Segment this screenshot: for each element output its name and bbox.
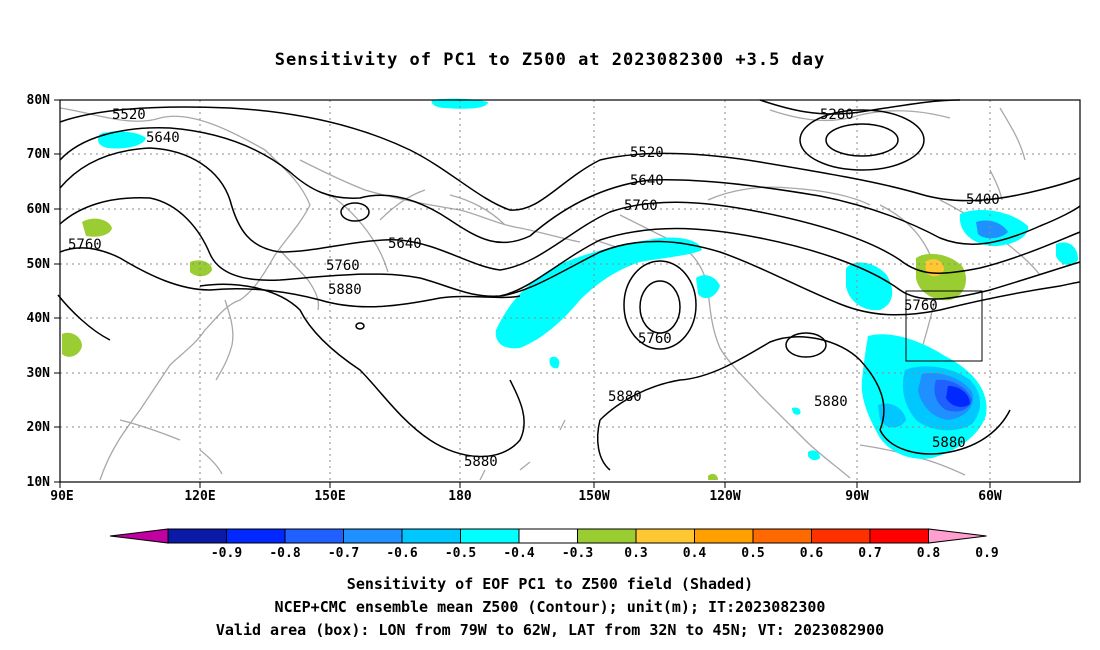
colorbar-swatch: [226, 528, 286, 544]
colorbar-swatch: [635, 528, 695, 544]
lon-label: 120W: [709, 489, 740, 504]
valid-area-box: [905, 290, 983, 362]
lat-label: 40N: [27, 311, 51, 326]
colorbar-swatch: [811, 528, 871, 544]
contour-label: 5760: [68, 237, 102, 253]
contour-label: 5640: [630, 173, 664, 189]
colorbar-swatch: [343, 528, 403, 544]
lon-label: 90E: [50, 489, 73, 504]
map-title: Sensitivity of PC1 to Z500 at 2023082300…: [274, 50, 826, 70]
caption-line-1: Sensitivity of EOF PC1 to Z500 field (Sh…: [346, 575, 754, 593]
colorbar-swatch: [284, 528, 344, 544]
contour-label: 5880: [608, 389, 642, 405]
colorbar-arrow-low: [109, 528, 169, 544]
colorbar-tick-label: 0.4: [683, 546, 707, 561]
colorbar-arrow-high: [928, 528, 987, 544]
sensitivity-shading: [62, 98, 1078, 480]
contour-label: 5520: [630, 145, 664, 161]
contour-label: 5760: [638, 331, 672, 347]
contour-label: 5520: [112, 107, 146, 123]
colorbar-tick-label: -0.8: [269, 546, 300, 561]
lon-label: 150E: [314, 489, 345, 504]
coastlines: [59, 107, 1041, 481]
caption-line-2: NCEP+CMC ensemble mean Z500 (Contour); u…: [274, 598, 826, 616]
lat-label: 60N: [27, 202, 51, 217]
colorbar-swatch: [518, 528, 578, 544]
contour-label: 5760: [326, 258, 360, 274]
colorbar-tick-label: 0.8: [917, 546, 941, 561]
tick-marks: [54, 99, 991, 488]
contour-labels: 5520 5640 5760 5760 5640 5760 5880 5520 …: [68, 107, 1000, 470]
lat-label: 80N: [27, 93, 51, 108]
colorbar-tick-label: 0.5: [741, 546, 764, 561]
lat-label: 10N: [27, 475, 51, 490]
colorbar: [109, 528, 987, 544]
contour-label: 5400: [966, 192, 1000, 208]
z500-contours: [57, 99, 1081, 471]
lon-label: 60W: [978, 489, 1002, 504]
lat-label: 70N: [27, 147, 51, 162]
colorbar-swatch: [577, 528, 637, 544]
caption-line-3: Valid area (box): LON from 79W to 62W, L…: [215, 621, 885, 639]
colorbar-tick-label: 0.6: [800, 546, 824, 561]
colorbar-swatch: [694, 528, 754, 544]
lon-label: 120E: [184, 489, 215, 504]
contour-label: 5760: [624, 198, 658, 214]
lat-label: 50N: [27, 257, 51, 272]
lon-label: 150W: [578, 489, 609, 504]
contour-label: 5640: [388, 236, 422, 252]
lat-labels: 80N 70N 60N 50N 40N 30N 20N 10N: [27, 93, 51, 490]
colorbar-tick-label: -0.7: [328, 546, 359, 561]
lat-label: 30N: [27, 366, 51, 381]
colorbar-tick-label: -0.3: [562, 546, 593, 561]
colorbar-labels: -0.9 -0.8 -0.7 -0.6 -0.5 -0.4 -0.3 0.3 0.4 0.5 0.6…: [211, 546, 999, 561]
colorbar-swatch: [869, 528, 929, 544]
lat-label: 20N: [27, 420, 51, 435]
colorbar-tick-label: -0.6: [386, 546, 417, 561]
contour-label: 5760: [904, 298, 938, 314]
contour-label: 5880: [464, 454, 498, 470]
contour-label: 5280: [820, 107, 854, 123]
colorbar-tick-label: -0.5: [445, 546, 476, 561]
colorbar-tick-label: -0.9: [211, 546, 242, 561]
lon-label: 180: [448, 489, 472, 504]
contour-label: 5640: [146, 130, 180, 146]
contour-label: 5880: [932, 435, 966, 451]
contour-label: 5880: [814, 394, 848, 410]
map-frame: [59, 99, 1081, 483]
colorbar-tick-label: 0.9: [975, 546, 998, 561]
colorbar-tick-label: -0.4: [503, 546, 534, 561]
contour-label: 5880: [328, 282, 362, 298]
colorbar-swatch: [460, 528, 520, 544]
colorbar-swatch: [752, 528, 812, 544]
colorbar-swatch: [167, 528, 227, 544]
gridlines: [60, 100, 1080, 482]
colorbar-tick-label: 0.7: [858, 546, 881, 561]
lon-labels: 90E 120E 150E 180 150W 120W 90W 60W: [50, 489, 1002, 504]
colorbar-swatch: [401, 528, 461, 544]
lon-label: 90W: [845, 489, 869, 504]
colorbar-tick-label: 0.3: [624, 546, 647, 561]
